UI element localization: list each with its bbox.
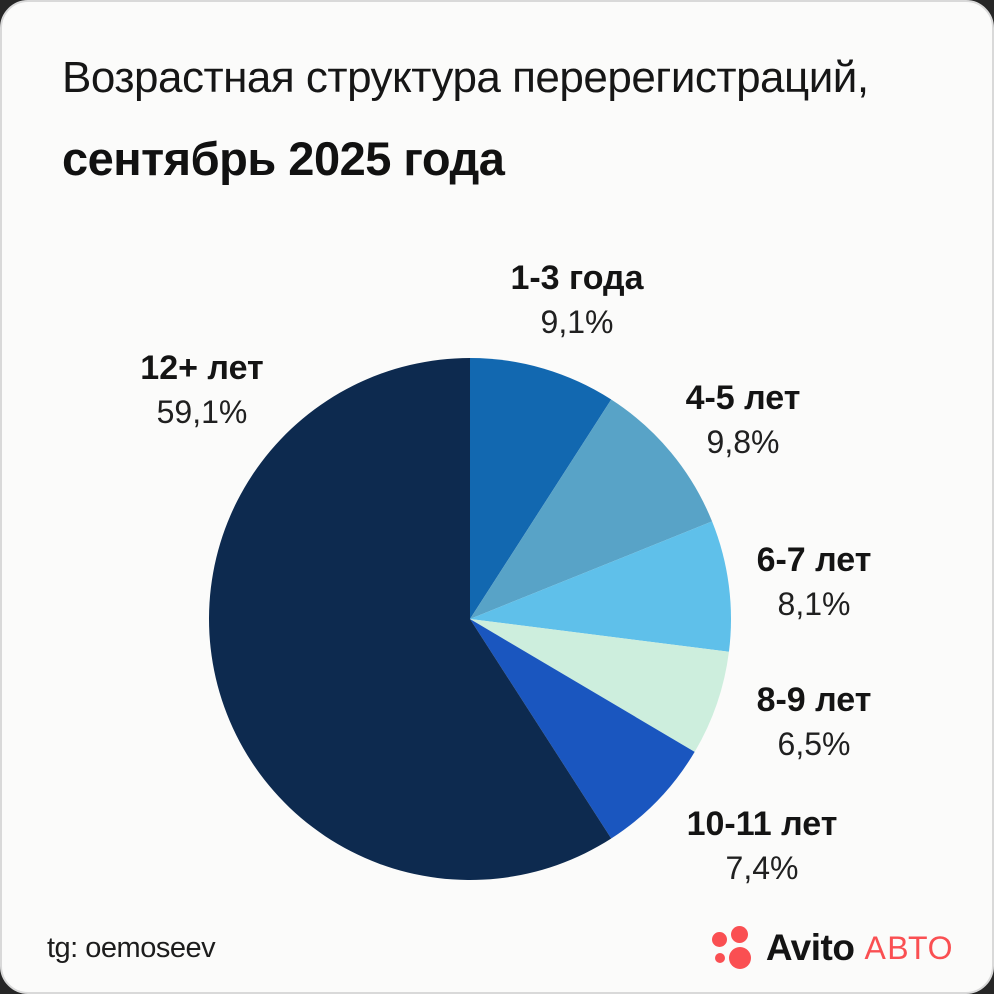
avito-logo-dot	[730, 926, 748, 943]
avito-logo-dot	[711, 932, 727, 947]
avito-auto-label: АВТО	[864, 929, 954, 966]
slice-name: 6-7 лет	[756, 541, 872, 579]
slice-label-8-9: 8-9 лет 6,5%	[757, 678, 872, 765]
title-line-1: Возрастная структура перерегистраций,	[62, 53, 869, 102]
slice-value: 9,1%	[540, 303, 614, 340]
pie-slice-3	[470, 619, 729, 752]
slice-label-12-plus: 12+ лет 59,1%	[140, 346, 263, 433]
slice-value: 8,1%	[777, 585, 851, 622]
avito-logo: Avito АВТО	[711, 924, 954, 972]
slice-name: 12+ лет	[140, 349, 264, 387]
slice-name: 4-5 лет	[685, 379, 801, 417]
author-credit: tg: oemoseev	[47, 931, 216, 964]
footer: tg: oemoseev Avito АВТО	[47, 924, 954, 972]
avito-dots-icon	[711, 924, 754, 972]
slice-value: 6,5%	[777, 725, 851, 762]
slice-label-10-11: 10-11 лет 7,4%	[687, 802, 838, 889]
slice-value: 59,1%	[156, 393, 248, 430]
slice-name: 1-3 года	[510, 259, 644, 297]
avito-logo-dot	[714, 953, 725, 963]
pie-slice-1	[470, 399, 713, 619]
avito-wordmark: Avito	[765, 927, 855, 968]
pie-slice-2	[470, 521, 731, 652]
title-line-2: сентябрь 2025 года	[62, 131, 505, 185]
slice-value: 9,8%	[706, 423, 780, 460]
page-title: Возрастная структура перерегистраций, се…	[62, 52, 952, 187]
pie-slice-5	[209, 358, 612, 880]
slice-name: 10-11 лет	[686, 805, 838, 843]
pie-slice-0	[470, 358, 612, 619]
pie-slice-4	[470, 619, 695, 839]
slice-value: 7,4%	[725, 849, 799, 886]
slice-label-1-3: 1-3 года 9,1%	[510, 256, 643, 343]
slice-name: 8-9 лет	[756, 681, 872, 719]
avito-logo-dot	[728, 947, 751, 969]
slice-label-4-5: 4-5 лет 9,8%	[686, 376, 801, 463]
slice-label-6-7: 6-7 лет 8,1%	[757, 538, 872, 625]
